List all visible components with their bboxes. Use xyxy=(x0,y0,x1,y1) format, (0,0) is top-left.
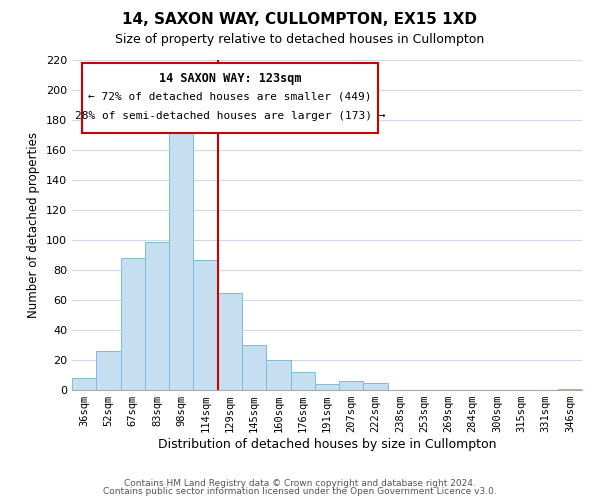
Bar xyxy=(315,384,339,390)
Text: 14 SAXON WAY: 123sqm: 14 SAXON WAY: 123sqm xyxy=(159,72,301,85)
Bar xyxy=(193,260,218,390)
FancyBboxPatch shape xyxy=(82,64,378,132)
Bar xyxy=(145,242,169,390)
Text: Contains public sector information licensed under the Open Government Licence v3: Contains public sector information licen… xyxy=(103,487,497,496)
Bar xyxy=(242,345,266,390)
Bar xyxy=(121,258,145,390)
Bar xyxy=(290,372,315,390)
Bar xyxy=(558,388,582,390)
Bar xyxy=(169,129,193,390)
Bar xyxy=(218,292,242,390)
Bar xyxy=(339,381,364,390)
Text: 14, SAXON WAY, CULLOMPTON, EX15 1XD: 14, SAXON WAY, CULLOMPTON, EX15 1XD xyxy=(122,12,478,28)
Y-axis label: Number of detached properties: Number of detached properties xyxy=(28,132,40,318)
X-axis label: Distribution of detached houses by size in Cullompton: Distribution of detached houses by size … xyxy=(158,438,496,451)
Text: 28% of semi-detached houses are larger (173) →: 28% of semi-detached houses are larger (… xyxy=(75,111,385,121)
Bar xyxy=(72,378,96,390)
Bar xyxy=(266,360,290,390)
Bar xyxy=(96,351,121,390)
Text: Size of property relative to detached houses in Cullompton: Size of property relative to detached ho… xyxy=(115,32,485,46)
Text: ← 72% of detached houses are smaller (449): ← 72% of detached houses are smaller (44… xyxy=(88,92,372,102)
Bar xyxy=(364,382,388,390)
Text: Contains HM Land Registry data © Crown copyright and database right 2024.: Contains HM Land Registry data © Crown c… xyxy=(124,478,476,488)
